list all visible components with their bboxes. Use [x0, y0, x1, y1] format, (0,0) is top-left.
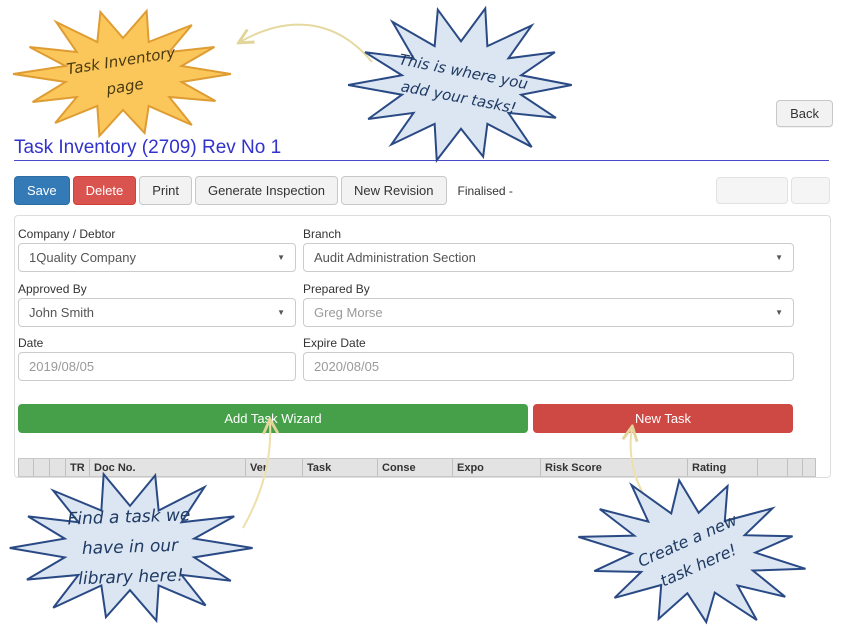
chevron-down-icon: ▼ [277, 308, 285, 317]
task-inventory-form-panel: Company / Debtor Branch 1Quality Company… [14, 215, 831, 478]
prepared-by-select[interactable]: Greg Morse ▼ [303, 298, 794, 327]
back-button[interactable]: Back [776, 100, 833, 127]
table-header-doc-no: Doc No. [90, 459, 246, 476]
save-button[interactable]: Save [14, 176, 70, 205]
find-task-starburst-annotation: Find a task we have in our library here! [4, 466, 256, 630]
date-label: Date [18, 336, 44, 350]
table-header-cell [34, 459, 50, 476]
date-input[interactable] [18, 352, 296, 381]
generate-inspection-button[interactable]: Generate Inspection [194, 176, 339, 205]
table-header-expo: Expo [453, 459, 541, 476]
company-debtor-value: 1Quality Company [29, 250, 136, 265]
expire-date-label: Expire Date [303, 336, 366, 350]
title-divider [14, 160, 829, 161]
approved-by-label: Approved By [18, 282, 87, 296]
bottom-left-burst-text: Find a task we have in our library here! [67, 505, 191, 589]
company-debtor-select[interactable]: 1Quality Company ▼ [18, 243, 296, 272]
orange-starburst-annotation: Task Inventory page [10, 4, 236, 144]
table-header-conse: Conse [378, 459, 453, 476]
task-table-header: TR Doc No. Ver Task Conse Expo Risk Scor… [18, 458, 816, 477]
prepared-by-label: Prepared By [303, 282, 370, 296]
starburst-shape-icon [4, 466, 256, 630]
prepared-by-value: Greg Morse [314, 305, 383, 320]
disabled-action-button-2 [791, 177, 830, 204]
chevron-down-icon: ▼ [775, 253, 783, 262]
approved-by-select[interactable]: John Smith ▼ [18, 298, 296, 327]
print-button[interactable]: Print [139, 176, 192, 205]
company-debtor-label: Company / Debtor [18, 227, 116, 241]
table-header-rating: Rating [688, 459, 758, 476]
create-task-starburst-annotation: Create a new task here! [574, 474, 812, 632]
page-title: Task Inventory (2709) Rev No 1 [14, 137, 282, 158]
delete-button[interactable]: Delete [72, 176, 137, 205]
approved-by-value: John Smith [29, 305, 95, 320]
starburst-shape-icon [345, 0, 577, 170]
add-tasks-starburst-annotation: This is where you add your tasks! [345, 0, 577, 170]
branch-select[interactable]: Audit Administration Section ▼ [303, 243, 794, 272]
branch-value: Audit Administration Section [314, 250, 476, 265]
table-header-cell [758, 459, 788, 476]
chevron-down-icon: ▼ [277, 253, 285, 262]
chevron-down-icon: ▼ [775, 308, 783, 317]
table-header-tr: TR [66, 459, 90, 476]
new-task-button[interactable]: New Task [533, 404, 793, 433]
expire-date-input[interactable] [303, 352, 794, 381]
starburst-shape-icon [564, 458, 822, 633]
new-revision-button[interactable]: New Revision [341, 176, 447, 205]
disabled-action-button-1 [716, 177, 788, 204]
table-header-cell [788, 459, 803, 476]
toolbar: Save Delete Print Generate Inspection Ne… [14, 176, 513, 205]
add-task-wizard-button[interactable]: Add Task Wizard [18, 404, 528, 433]
table-header-cell [803, 459, 816, 476]
table-header-cell [50, 459, 66, 476]
starburst-shape-icon [10, 4, 236, 144]
table-header-task: Task [303, 459, 378, 476]
table-header-cell [18, 459, 34, 476]
finalised-status: Finalised - [457, 183, 513, 198]
branch-label: Branch [303, 227, 342, 241]
